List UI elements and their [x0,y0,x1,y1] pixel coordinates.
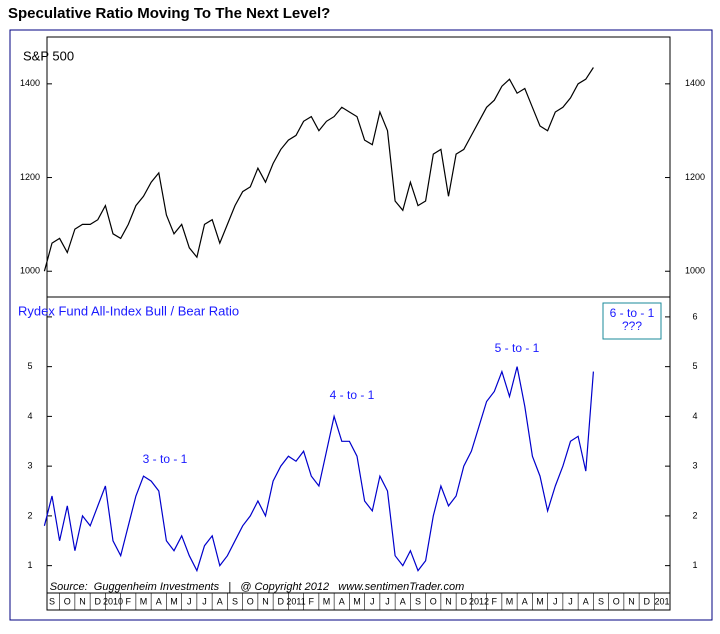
y-tick-label-left: 1400 [20,78,40,88]
x-tick-label: A [522,596,528,606]
panel-title: S&P 500 [23,48,74,63]
y-tick-label: 5 [692,361,697,371]
x-tick-label: A [339,596,345,606]
annotation: 3 - to - 1 [143,452,188,466]
x-tick-label: S [232,596,238,606]
x-tick-label: A [400,596,406,606]
x-tick-label: D [644,596,651,606]
x-tick-label: S [415,596,421,606]
x-tick-label: 2010 [103,596,123,606]
x-tick-label: D [461,596,468,606]
x-tick-label: A [217,596,223,606]
chart-title: Speculative Ratio Moving To The Next Lev… [8,5,330,22]
x-tick-label: N [262,596,269,606]
series-line [43,366,594,573]
y-tick-label-left: 2 [27,510,32,520]
y-tick-label: 1000 [685,266,705,276]
x-tick-label: D [278,596,285,606]
x-tick-label: M [536,596,544,606]
x-tick-label: A [583,596,589,606]
y-tick-label: 2 [692,510,697,520]
x-tick-label: 2012 [469,596,489,606]
x-tick-label: J [568,596,573,606]
callout-box [602,302,662,340]
callout-text: ??? [622,319,642,333]
y-tick-label-left: 3 [27,461,32,471]
y-tick-label: 1400 [685,78,705,88]
x-tick-label: O [613,596,620,606]
x-tick-label: D [95,596,102,606]
x-tick-label: M [323,596,331,606]
x-tick-label: O [64,596,71,606]
y-tick-label: 1 [692,560,697,570]
x-tick-label: M [170,596,178,606]
annotation: 4 - to - 1 [330,388,375,402]
x-tick-label: M [140,596,148,606]
callout-text: 6 - to - 1 [610,306,655,320]
y-tick-label: 6 [692,311,697,321]
series-line [43,67,594,272]
x-axis-strip [46,592,671,611]
x-tick-label: F [492,596,498,606]
frame [9,29,713,621]
y-tick-label-left: 5 [27,361,32,371]
x-tick-label: N [628,596,635,606]
x-tick-label: N [79,596,86,606]
x-tick-label: J [385,596,390,606]
x-tick-label: O [430,596,437,606]
x-tick-label: J [370,596,375,606]
x-tick-label: A [156,596,162,606]
panel-title: Rydex Fund All-Index Bull / Bear Ratio [18,303,239,318]
x-tick-label: F [126,596,132,606]
y-tick-label-left: 1 [27,560,32,570]
y-tick-label: 1200 [685,172,705,182]
y-tick-label-left: 1000 [20,266,40,276]
x-tick-label: M [353,596,361,606]
y-tick-label: 4 [692,411,697,421]
x-tick-label: S [598,596,604,606]
y-tick-label-left: 4 [27,411,32,421]
x-tick-label: 2011 [286,596,305,606]
source: Source: Guggenheim Investments | @ Copyr… [50,581,464,593]
x-tick-label: J [202,596,207,606]
x-tick-label: 201 [654,596,669,606]
x-tick-label: J [187,596,192,606]
x-tick-label: N [445,596,452,606]
annotation: 5 - to - 1 [495,341,540,355]
x-tick-label: J [553,596,558,606]
x-tick-label: O [247,596,254,606]
x-tick-label: M [506,596,514,606]
y-tick-label: 3 [692,461,697,471]
x-tick-label: S [49,596,55,606]
y-tick-label-left: 1200 [20,172,40,182]
x-tick-label: F [309,596,315,606]
